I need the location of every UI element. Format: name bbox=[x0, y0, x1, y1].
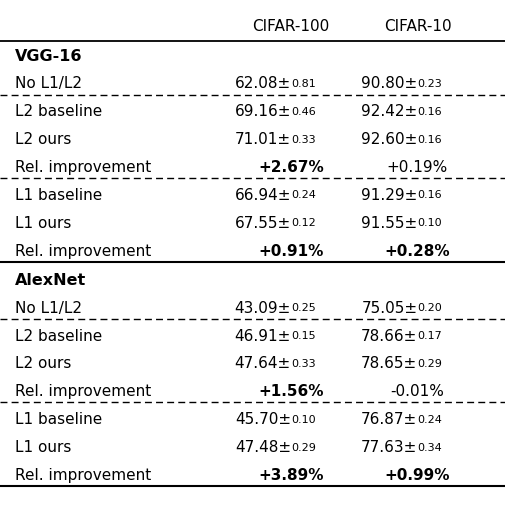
Text: 91.55±: 91.55± bbox=[361, 216, 417, 231]
Text: 43.09±: 43.09± bbox=[234, 301, 290, 316]
Text: 47.64±: 47.64± bbox=[234, 357, 290, 372]
Text: CIFAR-10: CIFAR-10 bbox=[383, 19, 450, 35]
Text: +1.56%: +1.56% bbox=[258, 384, 323, 399]
Text: 75.05±: 75.05± bbox=[361, 301, 417, 316]
Text: 0.24: 0.24 bbox=[290, 190, 315, 200]
Text: 0.33: 0.33 bbox=[290, 135, 315, 144]
Text: L2 ours: L2 ours bbox=[15, 132, 71, 147]
Text: 0.34: 0.34 bbox=[417, 443, 441, 453]
Text: 0.16: 0.16 bbox=[417, 190, 441, 200]
Text: L2 baseline: L2 baseline bbox=[15, 329, 102, 344]
Text: +0.99%: +0.99% bbox=[384, 468, 449, 483]
Text: L2 baseline: L2 baseline bbox=[15, 104, 102, 119]
Text: 69.16±: 69.16± bbox=[234, 104, 290, 119]
Text: 0.29: 0.29 bbox=[290, 443, 315, 453]
Text: 0.16: 0.16 bbox=[417, 135, 441, 144]
Text: 0.81: 0.81 bbox=[290, 79, 315, 89]
Text: L2 ours: L2 ours bbox=[15, 357, 71, 372]
Text: Rel. improvement: Rel. improvement bbox=[15, 160, 151, 175]
Text: VGG-16: VGG-16 bbox=[15, 49, 82, 63]
Text: AlexNet: AlexNet bbox=[15, 273, 86, 288]
Text: 0.12: 0.12 bbox=[290, 218, 315, 228]
Text: 67.55±: 67.55± bbox=[234, 216, 290, 231]
Text: 91.29±: 91.29± bbox=[361, 188, 417, 203]
Text: 0.10: 0.10 bbox=[417, 218, 441, 228]
Text: Rel. improvement: Rel. improvement bbox=[15, 244, 151, 259]
Text: 0.17: 0.17 bbox=[417, 331, 441, 341]
Text: No L1/L2: No L1/L2 bbox=[15, 301, 82, 316]
Text: L1 ours: L1 ours bbox=[15, 440, 71, 455]
Text: 47.48±: 47.48± bbox=[234, 440, 290, 455]
Text: 92.60±: 92.60± bbox=[361, 132, 417, 147]
Text: 0.29: 0.29 bbox=[417, 359, 441, 369]
Text: 66.94±: 66.94± bbox=[234, 188, 290, 203]
Text: 77.63±: 77.63± bbox=[361, 440, 417, 455]
Text: +0.28%: +0.28% bbox=[384, 244, 449, 259]
Text: 0.20: 0.20 bbox=[417, 303, 441, 313]
Text: Rel. improvement: Rel. improvement bbox=[15, 468, 151, 483]
Text: -0.01%: -0.01% bbox=[390, 384, 443, 399]
Text: 0.16: 0.16 bbox=[417, 107, 441, 117]
Text: 46.91±: 46.91± bbox=[234, 329, 290, 344]
Text: 78.65±: 78.65± bbox=[361, 357, 417, 372]
Text: +0.91%: +0.91% bbox=[258, 244, 323, 259]
Text: 0.23: 0.23 bbox=[417, 79, 441, 89]
Text: +0.19%: +0.19% bbox=[386, 160, 447, 175]
Text: CIFAR-100: CIFAR-100 bbox=[252, 19, 329, 35]
Text: 71.01±: 71.01± bbox=[234, 132, 290, 147]
Text: 62.08±: 62.08± bbox=[234, 76, 290, 91]
Text: 76.87±: 76.87± bbox=[361, 412, 417, 427]
Text: 0.15: 0.15 bbox=[290, 331, 315, 341]
Text: 78.66±: 78.66± bbox=[361, 329, 417, 344]
Text: 0.33: 0.33 bbox=[290, 359, 315, 369]
Text: 90.80±: 90.80± bbox=[361, 76, 417, 91]
Text: 0.46: 0.46 bbox=[290, 107, 315, 117]
Text: +2.67%: +2.67% bbox=[258, 160, 323, 175]
Text: No L1/L2: No L1/L2 bbox=[15, 76, 82, 91]
Text: L1 baseline: L1 baseline bbox=[15, 188, 102, 203]
Text: 0.10: 0.10 bbox=[290, 415, 315, 425]
Text: L1 ours: L1 ours bbox=[15, 216, 71, 231]
Text: 0.25: 0.25 bbox=[290, 303, 315, 313]
Text: L1 baseline: L1 baseline bbox=[15, 412, 102, 427]
Text: 0.24: 0.24 bbox=[417, 415, 441, 425]
Text: 45.70±: 45.70± bbox=[234, 412, 290, 427]
Text: 92.42±: 92.42± bbox=[361, 104, 417, 119]
Text: Rel. improvement: Rel. improvement bbox=[15, 384, 151, 399]
Text: +3.89%: +3.89% bbox=[258, 468, 323, 483]
